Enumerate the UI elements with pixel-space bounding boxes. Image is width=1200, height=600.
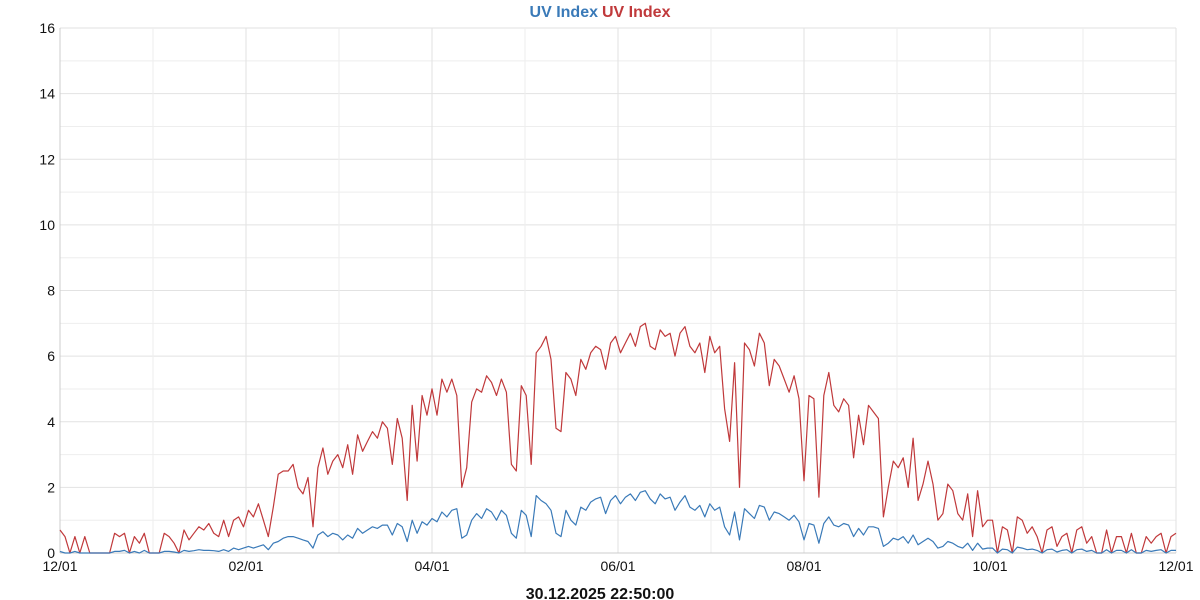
x-tick-label: 12/01: [42, 558, 77, 574]
y-tick-label: 4: [47, 414, 55, 430]
x-tick-label: 12/01: [1158, 558, 1193, 574]
y-tick-label: 6: [47, 348, 55, 364]
x-tick-label: 04/01: [414, 558, 449, 574]
grid-lines: [59, 27, 1177, 554]
y-axis-ticks: 0 2 4 6 8 10 12 14 16: [39, 20, 55, 561]
series-line-blue: [59, 490, 1176, 554]
y-tick-label: 14: [39, 86, 55, 102]
x-tick-label: 10/01: [972, 558, 1007, 574]
y-tick-label: 0: [47, 545, 55, 561]
y-tick-label: 10: [39, 217, 55, 233]
title-part-red: UV Index: [602, 4, 671, 21]
series-lines: [59, 322, 1177, 554]
y-tick-label: 2: [47, 479, 55, 495]
x-axis-ticks: 12/01 02/01 04/01 06/01 08/01 10/01 12/01: [42, 558, 1193, 574]
series-line-red: [59, 322, 1177, 554]
y-tick-label: 8: [47, 283, 55, 299]
chart-footer-timestamp: 30.12.2025 22:50:00: [526, 586, 675, 600]
x-tick-label: 02/01: [228, 558, 263, 574]
y-tick-label: 16: [39, 20, 55, 36]
chart-title: UV Index UV Index: [530, 4, 671, 21]
x-tick-label: 08/01: [786, 558, 821, 574]
y-tick-label: 12: [39, 151, 55, 167]
x-tick-label: 06/01: [600, 558, 635, 574]
title-part-blue: UV Index: [530, 4, 599, 21]
